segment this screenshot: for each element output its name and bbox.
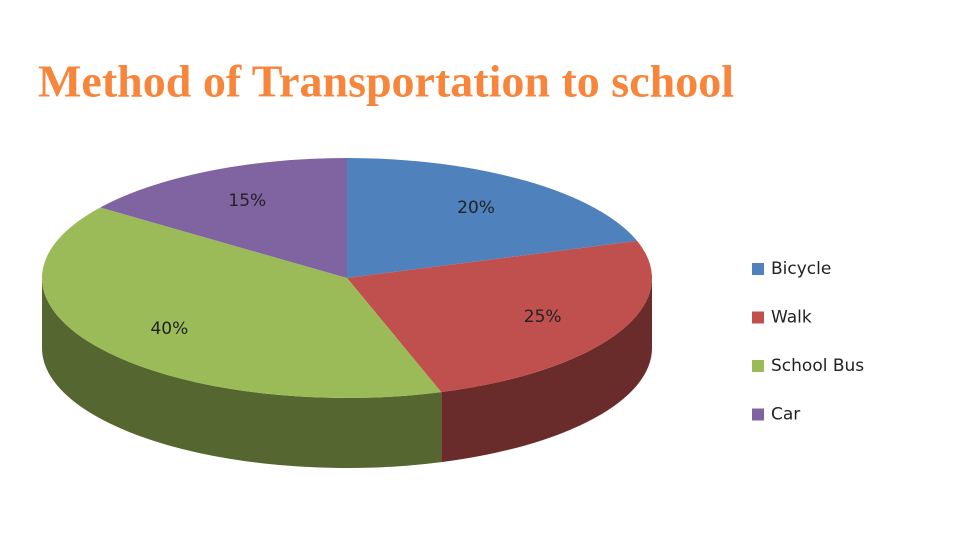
legend-swatch <box>752 263 764 275</box>
legend-label: Car <box>771 405 800 425</box>
data-label: 15% <box>228 191 266 211</box>
data-label: 40% <box>150 319 188 339</box>
data-label: 20% <box>457 198 495 218</box>
slice <box>347 240 653 393</box>
legend-label: School Bus <box>771 356 864 376</box>
slice <box>347 158 638 278</box>
legend-label: Walk <box>771 308 812 328</box>
chart-title: Method of Transportation to school <box>38 56 734 107</box>
slice-side <box>441 278 652 463</box>
slice <box>41 207 442 399</box>
legend-swatch <box>752 408 764 421</box>
slice-side-shade <box>441 278 652 463</box>
legend-swatch <box>752 311 764 324</box>
slice <box>100 158 347 278</box>
legend-swatch <box>752 360 764 372</box>
slice-side-shade <box>42 278 442 468</box>
data-label: 25% <box>524 307 562 327</box>
slice-side <box>42 278 442 468</box>
legend-label: Bicycle <box>771 259 831 279</box>
